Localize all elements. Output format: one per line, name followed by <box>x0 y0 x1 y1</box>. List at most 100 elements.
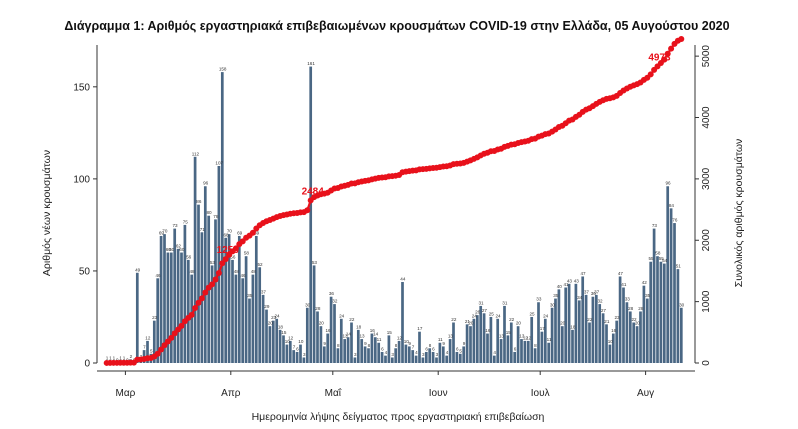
bar <box>550 307 554 363</box>
bar-label: 4 <box>446 350 449 355</box>
bar <box>642 285 646 363</box>
bar <box>618 276 622 363</box>
bar <box>295 351 299 363</box>
bar-label: 8 <box>368 343 371 348</box>
bar-label: 53 <box>210 260 216 265</box>
bar <box>673 223 676 363</box>
bar-label: 46 <box>240 273 246 278</box>
cumulative-point <box>178 322 185 329</box>
bar-label: 28 <box>628 306 634 311</box>
bar <box>540 331 544 363</box>
y2-tick-label: 0 <box>701 360 712 366</box>
bar <box>339 318 343 363</box>
bar <box>431 351 435 363</box>
bar <box>659 261 663 363</box>
bar <box>251 274 255 363</box>
bar-label: 56 <box>230 254 236 259</box>
bar-label: 69 <box>237 230 243 235</box>
bar-label: 3 <box>422 352 425 357</box>
bar <box>183 224 187 363</box>
y-tick-label: 100 <box>73 174 90 185</box>
bar-label: 96 <box>665 181 671 186</box>
bar <box>424 351 428 363</box>
cumulative-point <box>158 346 165 353</box>
bar <box>360 339 364 363</box>
bar <box>288 340 292 363</box>
bar-label: 9 <box>442 341 445 346</box>
bar <box>581 276 585 363</box>
x-tick-label: Αυγ <box>637 388 654 399</box>
bar <box>271 320 275 363</box>
bar-label: 37 <box>594 289 600 294</box>
bar <box>343 339 347 363</box>
cumulative-point <box>168 334 175 341</box>
x-tick-label: Ιουν <box>429 388 448 399</box>
bar <box>299 344 302 363</box>
bar <box>258 267 262 363</box>
bar <box>652 228 656 363</box>
bar <box>380 351 384 363</box>
bar-label: 69 <box>254 230 260 235</box>
bar <box>441 346 445 363</box>
bar-label: 6 <box>296 346 299 351</box>
bar-label: 24 <box>339 313 345 318</box>
bar-label: 12 <box>397 335 403 340</box>
bar <box>163 234 166 363</box>
bar <box>571 329 574 363</box>
bar-label: 3 <box>354 352 357 357</box>
y-tick-label: 0 <box>84 359 90 370</box>
bar <box>309 66 313 363</box>
bar-label: 17 <box>540 326 546 331</box>
bar <box>373 337 377 363</box>
bar-label: 36 <box>329 291 335 296</box>
bars-layer <box>105 66 683 363</box>
cumulative-point <box>219 260 226 267</box>
bar-label: 2 <box>140 354 143 359</box>
bar <box>622 287 625 363</box>
bar <box>656 256 659 363</box>
bar-label: 8 <box>395 343 398 348</box>
bar <box>523 340 527 363</box>
y-axis-label: Αριθμός νέων κρουσμάτων <box>41 150 53 276</box>
bar-label: 16 <box>611 328 617 333</box>
bar <box>526 340 530 363</box>
bar <box>662 263 666 363</box>
bar-label: 20 <box>319 321 325 326</box>
bar-label: 41 <box>563 282 569 287</box>
bar-label: 20 <box>468 321 474 326</box>
cumulative-point <box>304 207 311 214</box>
bar-label: 11 <box>547 337 552 342</box>
cumulative-point <box>202 289 209 296</box>
bar <box>414 355 418 363</box>
bar-label: 71 <box>200 227 206 232</box>
axes-layer: 0 50 100 150 0 1000 2000 3000 4000 5000 Μαρ Απρ Μαΐ Ι… <box>73 45 712 399</box>
bar <box>645 298 649 363</box>
bar-label: 29 <box>264 304 270 309</box>
bar-label: 20 <box>516 321 522 326</box>
bar <box>350 322 353 363</box>
cumulative-line-layer <box>103 35 685 366</box>
bar-label: 26 <box>475 310 481 315</box>
bar-label: 10 <box>298 339 304 344</box>
bar-label: 107 <box>215 160 223 165</box>
bar <box>533 348 537 363</box>
bar-label: 21 <box>465 319 471 324</box>
bar-label: 7 <box>412 345 415 350</box>
bar <box>547 342 551 363</box>
bar-label: 22 <box>451 317 457 322</box>
bar <box>465 324 469 363</box>
bar <box>152 320 156 363</box>
bar-label: 22 <box>509 317 515 322</box>
bar <box>282 335 285 363</box>
bar-label: 24 <box>472 313 478 318</box>
bar <box>445 355 449 363</box>
bar-label: 5 <box>459 348 462 353</box>
bar-label: 48 <box>251 269 257 274</box>
x-tick-label: Μαρ <box>115 388 135 399</box>
bar <box>346 337 350 363</box>
bar-label: 5 <box>150 348 153 353</box>
bar <box>336 348 340 363</box>
bar <box>394 348 398 363</box>
cumulative-point <box>661 56 668 63</box>
